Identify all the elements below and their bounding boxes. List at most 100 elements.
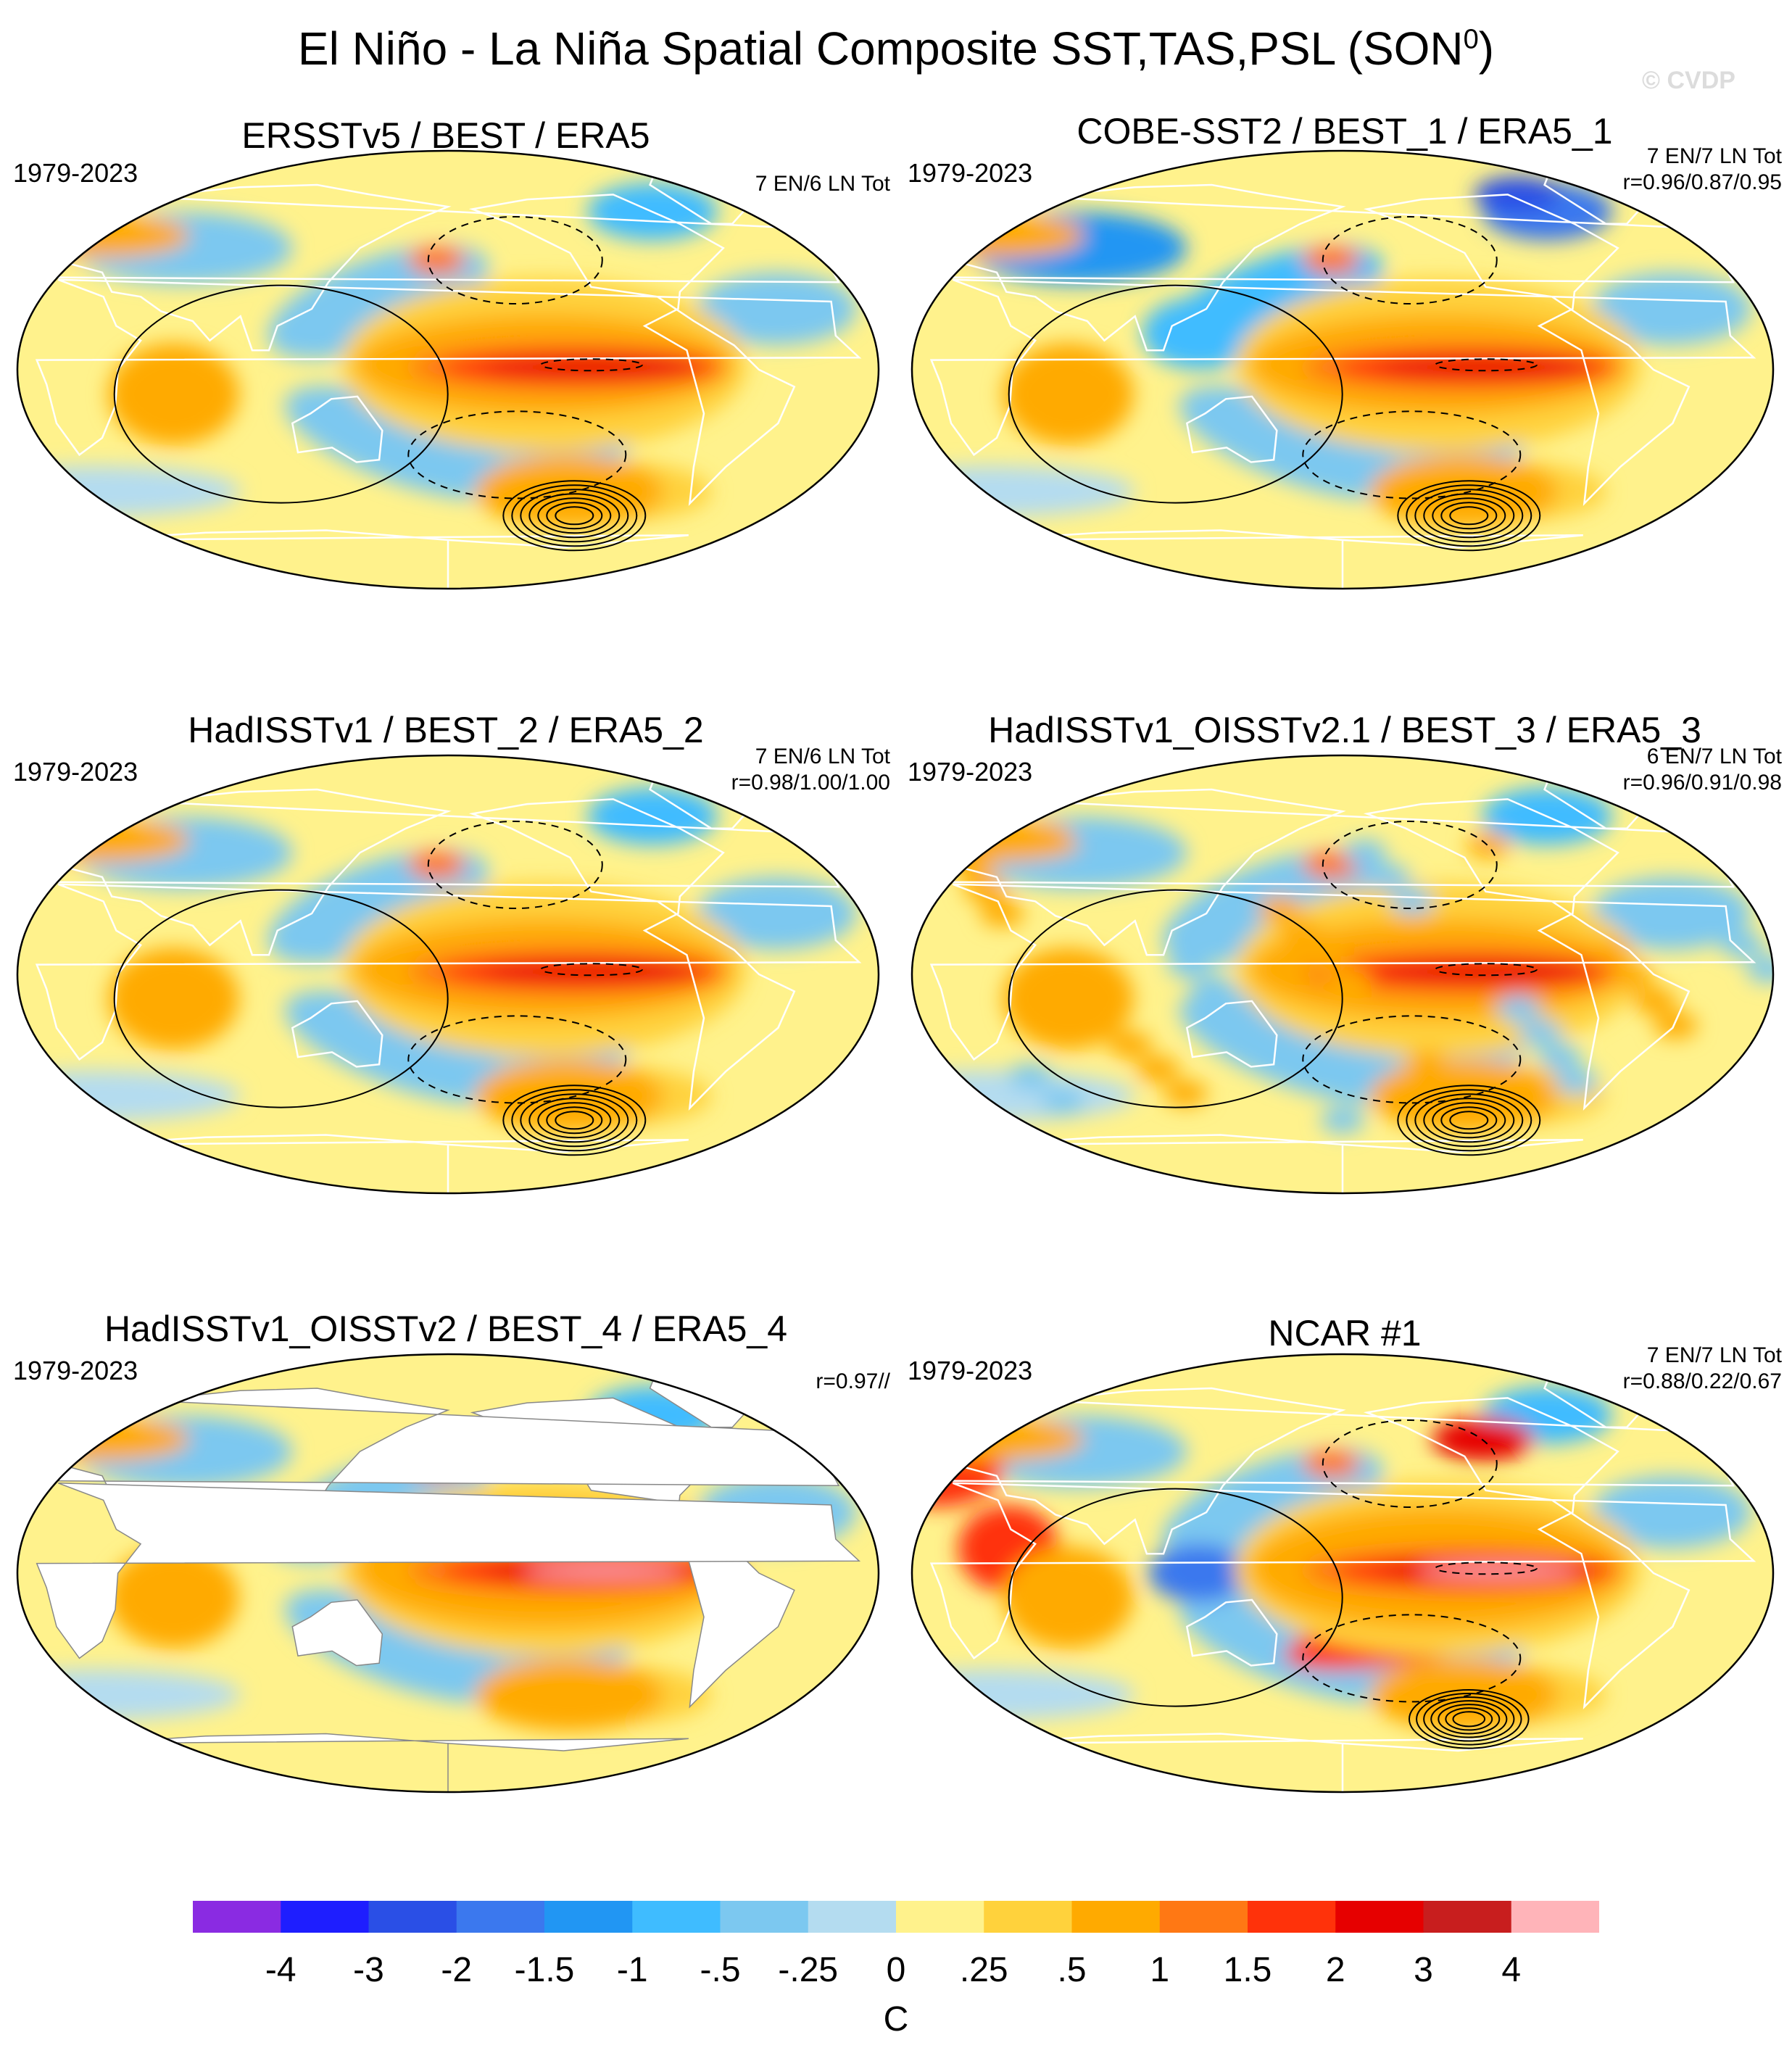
colorbar-tick-label: 1 [1150,1951,1170,1989]
colorbar-tick-label: 2 [1325,1951,1345,1989]
continent-antarctica [92,1733,689,1792]
psl-contour [1423,493,1515,539]
psl-contour [1008,1488,1343,1707]
noise-anomaly [1664,883,1708,910]
psl-contour [1008,889,1343,1108]
warm-anomaly [407,850,466,879]
psl-contour-negative [540,358,643,372]
colorbar-swatch [1071,1901,1161,1933]
warm-anomaly [108,1546,239,1649]
noise-anomaly [1518,1019,1562,1046]
map-panel-5 [16,1353,880,1794]
noise-anomaly [1721,932,1765,958]
psl-contour-negative [1435,1562,1538,1575]
colorbar-swatch [456,1901,545,1933]
psl-contours [1008,1419,1538,1749]
colorbar [193,1901,1599,1933]
noise-anomaly [1321,1107,1364,1134]
warm-anomaly [912,214,1084,258]
colorbar-tick-label: 4 [1501,1951,1522,1989]
map-panel-6 [910,1353,1775,1794]
noise-anomaly [1008,1063,1053,1090]
cool-anomaly [1179,386,1413,499]
panel-1-events: 7 EN/6 LN Tot [755,172,890,196]
psl-contour-negative [1435,963,1538,977]
psl-contours [1008,216,1541,552]
cool-anomaly [284,990,518,1104]
continent-australia [1185,395,1278,463]
colorbar-tick-label: .25 [959,1951,1008,1989]
psl-contour-negative [407,1015,627,1104]
colorbar-swatch [1159,1901,1248,1933]
panel-4-corr: r=0.96/0.91/0.98 [1622,771,1782,795]
psl-contour-negative [427,821,603,909]
noise-anomaly [980,900,1024,927]
psl-contour [1414,489,1524,543]
warm-anomaly [17,818,190,863]
panel-5-years: 1979-2023 [13,1356,138,1385]
continent-eurasia [36,788,841,956]
warm-anomaly [523,1564,684,1577]
psl-contour [511,1089,638,1152]
panel-4-title: HadISSTv1_OISSTv2.1 / BEST_3 / ERA5_3 [988,710,1701,750]
psl-contour [1414,1093,1524,1148]
map-outline [16,1353,880,1794]
panel-1-title: ERSSTv5 / BEST / ERA5 [241,115,650,156]
continent-americas [1363,194,1691,507]
psl-contour-negative [1302,1015,1522,1104]
psl-contour [1406,484,1532,547]
warm-anomaly [912,1417,1084,1461]
psl-contours [113,216,647,552]
noise-anomaly [1303,944,1348,971]
psl-contour [546,502,603,530]
psl-contour-negative [1302,410,1522,499]
continent-antarctica [987,1134,1583,1193]
map-outline [910,1353,1775,1794]
psl-contour [1008,284,1343,504]
warm-anomaly [912,818,1084,863]
colorbar-swatch [808,1901,897,1933]
warm-anomaly [912,1420,1005,1507]
psl-contour [511,484,638,547]
map-panel-2 [910,149,1775,590]
continent-africa [929,883,1756,1061]
coastlines [929,1372,1756,1792]
psl-contour [555,506,594,526]
noise-anomaly [1390,888,1435,915]
continent-eurasia [36,183,841,352]
noise-anomaly [1425,1075,1469,1102]
colorbar-labels: -4 -3 -2 -1.5 -1 -.5 -.25 0 .25 .5 1 1.5 2 3 4 [0,1950,1792,1994]
noise-anomaly [1693,908,1737,934]
noise-anomaly [1654,1012,1698,1039]
panel-2-title: COBE-SST2 / BEST_1 / ERA5_1 [1077,111,1613,152]
map-outline [16,754,880,1195]
panel-3-title: HadISSTv1 / BEST_2 / ERA5_2 [188,710,704,750]
psl-contour [1423,1696,1515,1742]
psl-contour [1406,1089,1532,1152]
psl-contour [537,1102,612,1139]
warm-anomaly [483,357,700,378]
noise-anomaly [1538,1044,1582,1071]
psl-contour [520,489,629,543]
continent-australia [291,1000,383,1068]
colorbar-tick-label: -4 [265,1951,296,1989]
psl-contours [113,821,647,1156]
psl-contour-negative [1322,216,1498,304]
psl-contour [1432,497,1506,534]
psl-contour-negative [1435,358,1538,372]
noise-anomaly [1163,1080,1208,1107]
watermark: © CVDP [1642,67,1735,94]
colorbar-swatch [632,1901,721,1933]
psl-contour [1445,1707,1493,1731]
continent-antarctica [987,1733,1583,1792]
continent-eurasia [930,1387,1735,1555]
colorbar-swatch [1335,1901,1424,1933]
psl-contour [1397,1085,1541,1156]
continent-antarctica [92,529,689,589]
noise-anomaly [1192,976,1235,1003]
psl-contour [546,1106,603,1135]
psl-contour [555,1111,594,1130]
panel-2-years: 1979-2023 [908,158,1033,188]
warm-anomaly [108,948,239,1050]
warm-anomaly [17,214,190,258]
